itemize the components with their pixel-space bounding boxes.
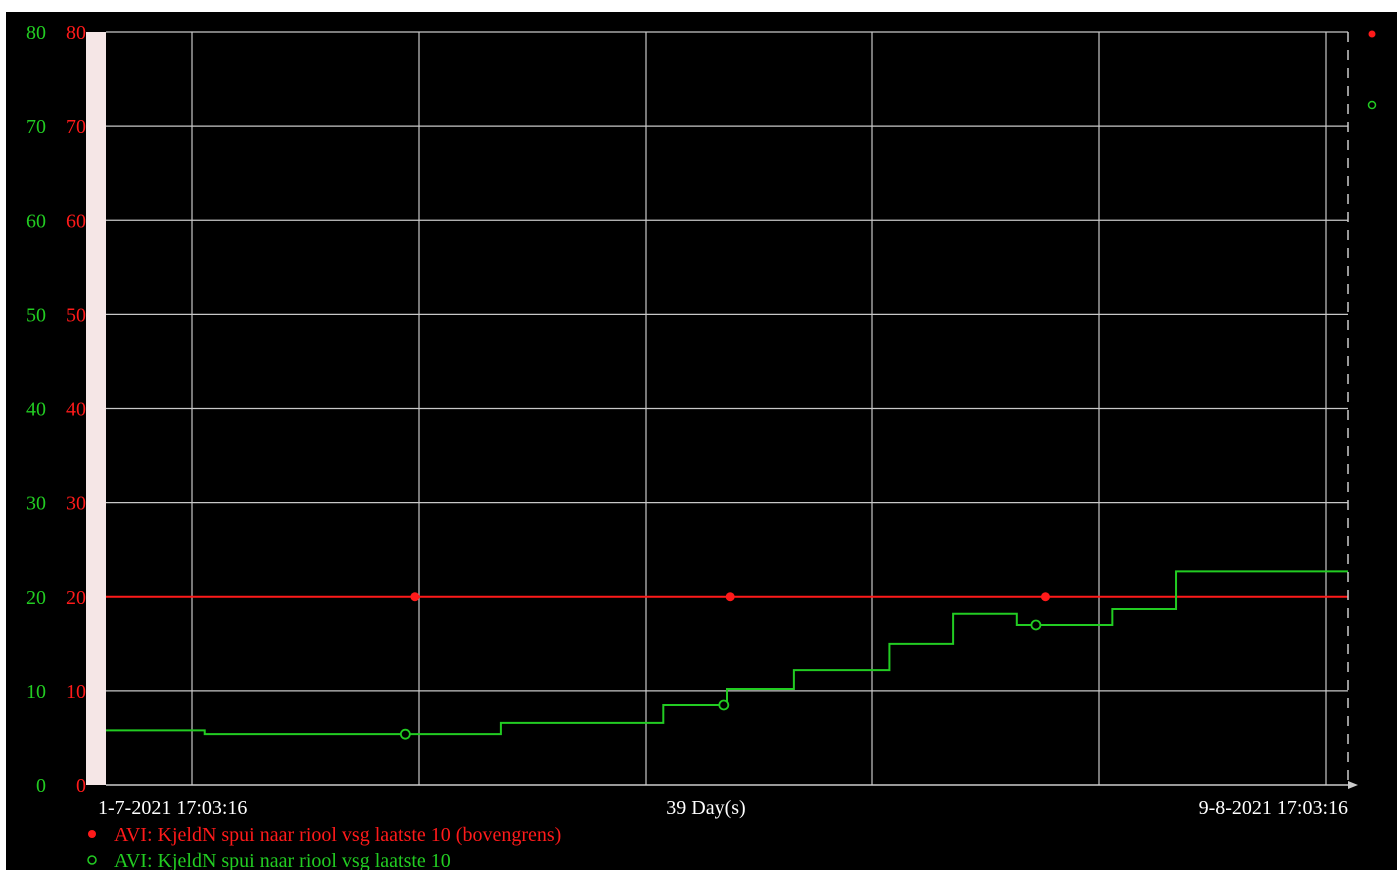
chart-container: 0 0 10 10 20 20 30 30 40 40 50 50 60 60 70 70 80 80 1-7-2… [6, 12, 1397, 870]
y-tick-label-red: 70 [66, 116, 86, 138]
side-legend-marker-green [1367, 100, 1377, 110]
y-tick-label-green: 80 [26, 22, 46, 44]
y-tick-label-red: 0 [76, 775, 86, 797]
line-chart: 0 0 10 10 20 20 30 30 40 40 50 50 60 60 70 70 80 80 1-7-2… [26, 22, 1377, 870]
y-tick-label-red: 20 [66, 587, 86, 609]
y-tick-label-green: 20 [26, 587, 46, 609]
y-tick-label-green: 40 [26, 399, 46, 421]
y-tick-label-green: 70 [26, 116, 46, 138]
y-tick-label-green: 0 [36, 775, 46, 797]
y-tick-labels: 0 0 10 10 20 20 30 30 40 40 50 50 60 60 70 70 80 80 [26, 22, 86, 797]
x-start-label: 1-7-2021 17:03:16 [98, 797, 247, 819]
y-tick-label-red: 40 [66, 399, 86, 421]
data-point-marker [1040, 592, 1050, 602]
x-axis-arrow-icon [1348, 781, 1358, 789]
y-tick-label-green: 60 [26, 210, 46, 232]
y-tick-label-red: 60 [66, 210, 86, 232]
data-point-marker [725, 592, 735, 602]
y-tick-label-red: 10 [66, 681, 86, 703]
y-tick-label-green: 30 [26, 493, 46, 515]
series-line-1 [106, 570, 1348, 736]
x-end-label: 9-8-2021 17:03:16 [1199, 797, 1348, 819]
y-tick-label-red: 80 [66, 22, 86, 44]
legend-marker-green [87, 855, 97, 865]
data-point-marker [399, 728, 411, 740]
x-mid-label: 39 Day(s) [666, 797, 745, 819]
y-tick-label-green: 10 [26, 681, 46, 703]
side-legend-marker-red [1368, 30, 1376, 38]
side-legend [1367, 30, 1377, 110]
legend-label-red: AVI: KjeldN spui naar riool vsg laatste … [114, 824, 561, 846]
data-point-marker [410, 592, 420, 602]
y-tick-label-red: 30 [66, 493, 86, 515]
legend-label-green: AVI: KjeldN spui naar riool vsg laatste … [114, 850, 451, 870]
y-axis-band [86, 32, 106, 785]
data-point-marker [1030, 619, 1042, 631]
legend: AVI: KjeldN spui naar riool vsg laatste … [87, 824, 561, 870]
series-markers [399, 592, 1050, 740]
grid [106, 31, 1348, 785]
y-tick-label-green: 50 [26, 304, 46, 326]
y-tick-label-red: 50 [66, 304, 86, 326]
legend-marker-red [88, 830, 96, 838]
data-point-marker [718, 699, 730, 711]
